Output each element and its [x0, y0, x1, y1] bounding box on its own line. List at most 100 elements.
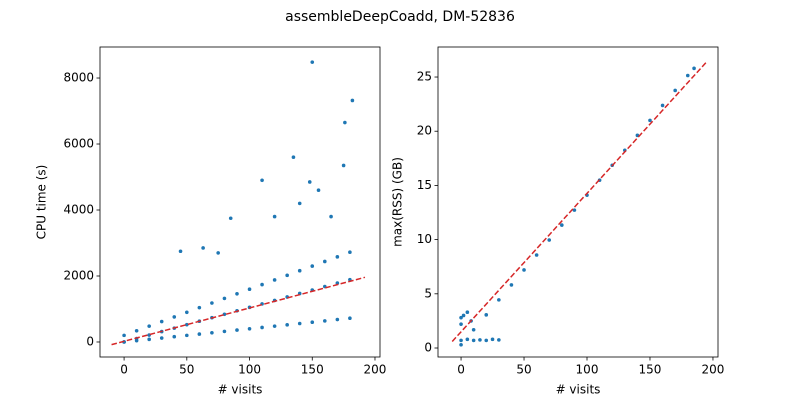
- point: [178, 249, 183, 254]
- point: [648, 118, 652, 123]
- point: [660, 103, 665, 108]
- point: [216, 251, 220, 255]
- point: [235, 292, 239, 296]
- x-tick-label: 0: [457, 363, 465, 377]
- point: [316, 188, 321, 193]
- point: [185, 333, 189, 338]
- point: [323, 259, 327, 264]
- point: [343, 120, 347, 125]
- point: [459, 338, 463, 343]
- point: [172, 334, 177, 339]
- point: [147, 337, 151, 342]
- y-tick-label: 10: [417, 232, 432, 246]
- point: [247, 326, 252, 331]
- point: [210, 330, 214, 335]
- point: [509, 283, 514, 287]
- point: [122, 333, 126, 338]
- point: [335, 281, 340, 285]
- point: [560, 223, 564, 227]
- point: [272, 214, 277, 219]
- point: [471, 327, 476, 332]
- point: [297, 268, 302, 273]
- x-tick-label: 100: [238, 363, 261, 377]
- point: [465, 310, 470, 315]
- point: [323, 319, 327, 323]
- x-tick-label: 0: [120, 363, 128, 377]
- point: [185, 322, 189, 327]
- point: [291, 155, 296, 160]
- point: [572, 208, 577, 212]
- point: [260, 325, 264, 330]
- point: [297, 201, 302, 206]
- y-tick-label: 0: [86, 334, 94, 348]
- point: [329, 214, 333, 219]
- point: [172, 315, 177, 319]
- point: [159, 319, 164, 324]
- axes-frame: [437, 46, 719, 358]
- x-axis-label: # visits: [218, 383, 263, 397]
- figure-title: assembleDeepCoadd, DM-52836: [285, 9, 515, 25]
- point: [222, 296, 227, 301]
- point: [497, 298, 501, 302]
- fit-line: [111, 276, 366, 346]
- point: [348, 316, 352, 321]
- point: [159, 336, 164, 340]
- y-tick-label: 15: [417, 178, 432, 192]
- y-tick-label: 2000: [63, 268, 94, 282]
- point: [497, 338, 501, 342]
- point: [260, 178, 264, 183]
- point: [335, 317, 340, 322]
- x-tick-label: 50: [516, 363, 531, 377]
- point: [228, 216, 233, 221]
- point: [285, 323, 289, 327]
- y-tick-label: 25: [417, 70, 432, 84]
- point: [522, 268, 526, 272]
- x-tick-label: 150: [301, 363, 324, 377]
- y-tick-label: 4000: [63, 203, 94, 217]
- axes-frame: [99, 46, 381, 358]
- point: [348, 250, 352, 255]
- point: [310, 320, 315, 324]
- y-tick-label: 20: [417, 124, 432, 138]
- point: [335, 255, 340, 259]
- point: [471, 338, 476, 343]
- point: [197, 332, 202, 336]
- point: [478, 338, 482, 342]
- point: [534, 253, 539, 257]
- y-axis-label: max(RSS) (GB): [391, 157, 405, 247]
- point: [247, 287, 252, 291]
- point: [297, 321, 302, 326]
- point: [185, 310, 189, 315]
- fit-line: [451, 61, 708, 343]
- point: [285, 273, 289, 278]
- point: [484, 313, 489, 317]
- y-tick-label: 6000: [63, 137, 94, 151]
- point: [490, 337, 495, 342]
- point: [484, 338, 489, 343]
- point: [459, 315, 463, 320]
- point: [310, 60, 315, 64]
- point: [459, 322, 463, 326]
- y-tick-label: 5: [424, 286, 432, 300]
- x-tick-label: 150: [639, 363, 662, 377]
- point: [685, 73, 690, 78]
- point: [341, 163, 346, 168]
- point: [461, 313, 466, 318]
- point: [307, 180, 312, 184]
- point: [210, 301, 214, 305]
- point: [272, 278, 277, 282]
- y-tick-label: 0: [424, 341, 432, 355]
- point: [197, 305, 202, 310]
- point: [310, 264, 315, 268]
- point: [350, 98, 355, 103]
- x-tick-label: 100: [576, 363, 599, 377]
- point: [134, 328, 139, 333]
- point: [692, 66, 696, 71]
- x-tick-label: 200: [364, 363, 387, 377]
- point: [260, 282, 264, 287]
- x-tick-label: 50: [179, 363, 194, 377]
- point: [201, 246, 205, 250]
- y-tick-label: 8000: [63, 71, 94, 85]
- x-axis-label: # visits: [556, 383, 601, 397]
